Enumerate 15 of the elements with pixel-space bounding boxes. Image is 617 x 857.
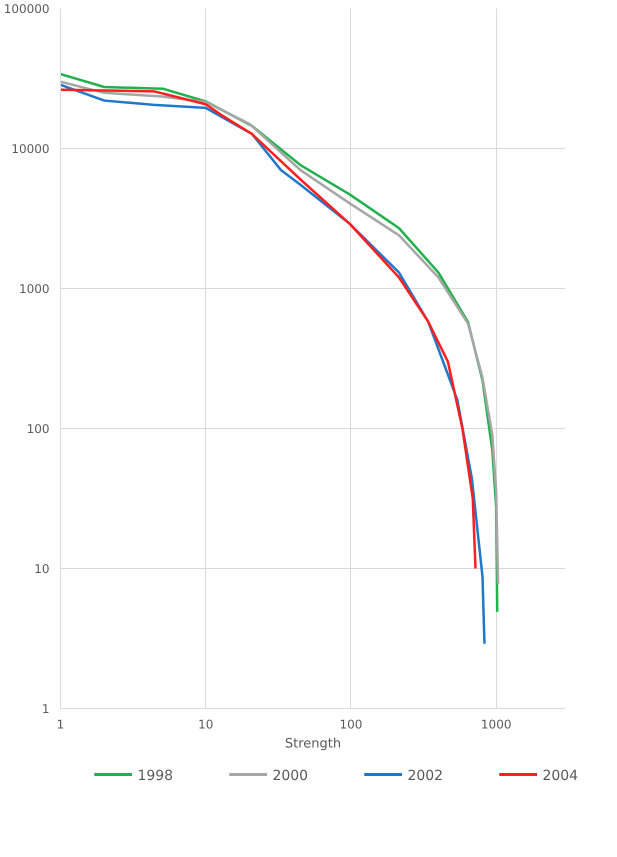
x-tick-label: 1	[56, 718, 64, 732]
y-tick-label: 1000	[18, 282, 50, 296]
x-tick-label: 10	[198, 718, 214, 732]
legend-label: 2004	[542, 768, 578, 784]
y-tick-label: 1	[42, 702, 50, 716]
y-tick-label: 100000	[4, 2, 50, 16]
legend-label: 2000	[272, 768, 308, 784]
legend-label: 2002	[407, 768, 444, 784]
x-axis-title: Strength	[284, 736, 342, 752]
y-tick-label: 100	[26, 422, 50, 436]
legend-label: 1998	[137, 768, 174, 784]
y-tick-label: 10	[34, 562, 50, 576]
x-tick-label: 1000	[480, 718, 512, 732]
x-tick-label: 100	[340, 718, 362, 732]
y-tick-label: 10000	[11, 142, 50, 156]
